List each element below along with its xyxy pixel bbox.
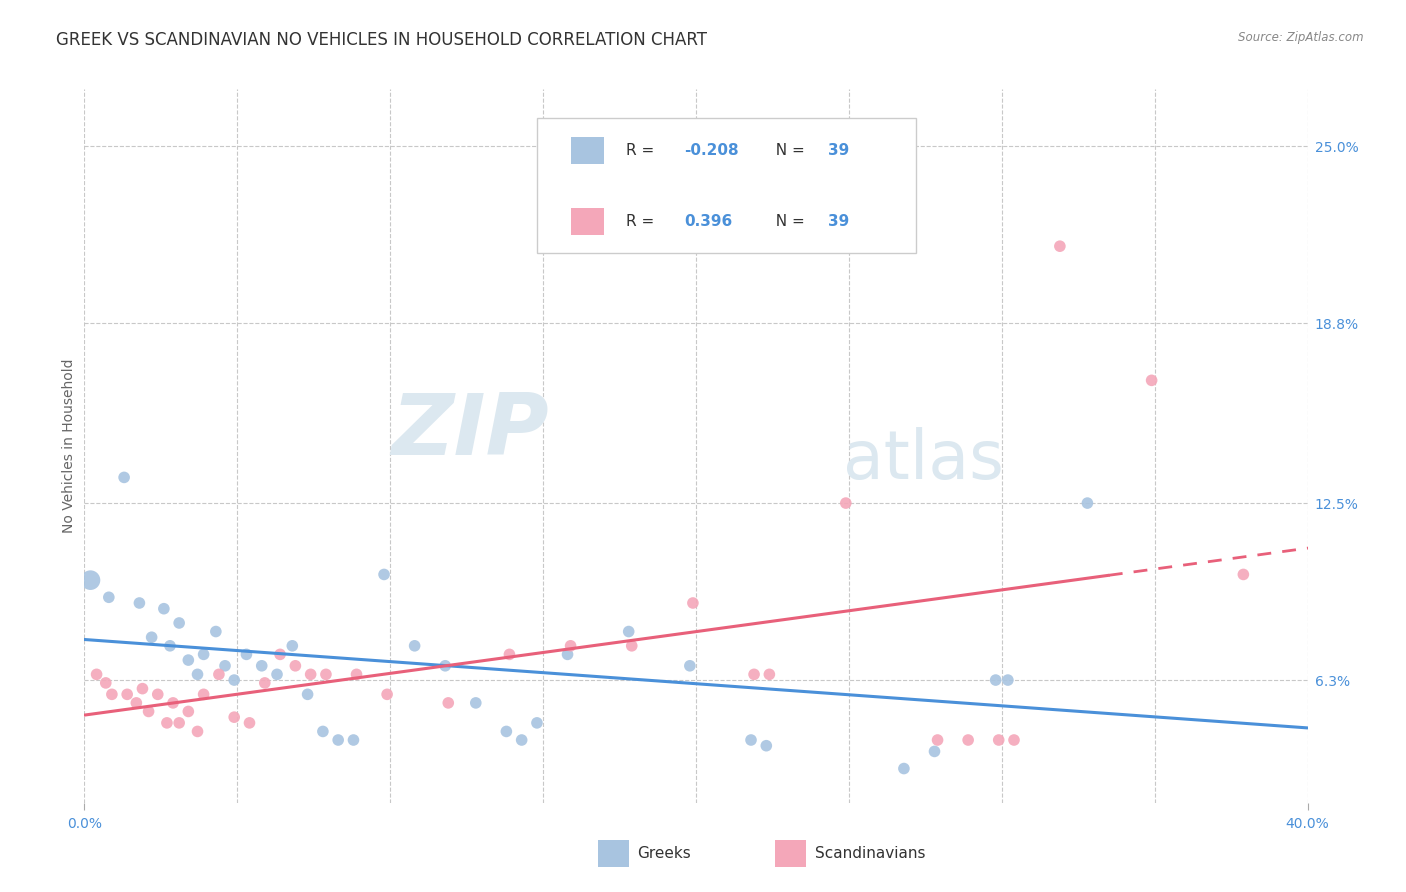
- Point: [312, 724, 335, 739]
- Point: [404, 639, 426, 653]
- Point: [97, 591, 120, 605]
- FancyBboxPatch shape: [571, 209, 603, 235]
- Point: [153, 601, 176, 615]
- Point: [560, 639, 582, 653]
- Point: [893, 762, 915, 776]
- Point: [208, 667, 231, 681]
- Point: [250, 658, 273, 673]
- Point: [299, 667, 322, 681]
- Point: [984, 673, 1007, 687]
- Point: [758, 667, 780, 681]
- Point: [679, 658, 702, 673]
- Point: [238, 715, 260, 730]
- Point: [115, 687, 138, 701]
- Point: [86, 667, 108, 681]
- Point: [1232, 567, 1254, 582]
- Point: [495, 724, 517, 739]
- Point: [177, 705, 200, 719]
- FancyBboxPatch shape: [776, 840, 806, 867]
- Text: N =: N =: [766, 143, 810, 158]
- Text: 0.396: 0.396: [685, 214, 733, 229]
- Point: [346, 667, 368, 681]
- Point: [146, 687, 169, 701]
- Point: [740, 733, 762, 747]
- Text: ZIP: ZIP: [391, 390, 550, 474]
- Point: [434, 658, 457, 673]
- Text: 39: 39: [828, 143, 849, 158]
- Point: [162, 696, 184, 710]
- Point: [987, 733, 1010, 747]
- Point: [253, 676, 276, 690]
- Text: R =: R =: [626, 143, 659, 158]
- Point: [557, 648, 579, 662]
- Text: atlas: atlas: [842, 427, 1004, 493]
- Point: [297, 687, 319, 701]
- Point: [177, 653, 200, 667]
- Point: [269, 648, 291, 662]
- Point: [131, 681, 153, 696]
- Text: N =: N =: [766, 214, 810, 229]
- Text: GREEK VS SCANDINAVIAN NO VEHICLES IN HOUSEHOLD CORRELATION CHART: GREEK VS SCANDINAVIAN NO VEHICLES IN HOU…: [56, 31, 707, 49]
- Point: [159, 639, 181, 653]
- Point: [373, 567, 395, 582]
- Point: [1140, 373, 1163, 387]
- Point: [498, 648, 520, 662]
- Point: [128, 596, 150, 610]
- Point: [141, 630, 163, 644]
- Point: [186, 667, 208, 681]
- Point: [682, 596, 704, 610]
- Point: [125, 696, 148, 710]
- Point: [342, 733, 364, 747]
- FancyBboxPatch shape: [571, 137, 603, 164]
- Point: [281, 639, 304, 653]
- Point: [464, 696, 486, 710]
- Point: [328, 733, 350, 747]
- Point: [167, 615, 190, 630]
- Y-axis label: No Vehicles in Household: No Vehicles in Household: [62, 359, 76, 533]
- Point: [284, 658, 307, 673]
- Point: [526, 715, 548, 730]
- Point: [924, 744, 946, 758]
- Point: [138, 705, 160, 719]
- Point: [79, 573, 101, 587]
- Point: [94, 676, 117, 690]
- Point: [1049, 239, 1071, 253]
- Point: [193, 648, 215, 662]
- Point: [186, 724, 208, 739]
- Point: [224, 673, 246, 687]
- Point: [927, 733, 949, 747]
- Point: [112, 470, 135, 484]
- Point: [266, 667, 288, 681]
- Text: Greeks: Greeks: [637, 846, 690, 861]
- Text: -0.208: -0.208: [685, 143, 740, 158]
- Point: [156, 715, 179, 730]
- Point: [997, 673, 1019, 687]
- Point: [957, 733, 980, 747]
- Point: [214, 658, 236, 673]
- Point: [755, 739, 778, 753]
- Text: R =: R =: [626, 214, 664, 229]
- Point: [315, 667, 337, 681]
- Point: [617, 624, 640, 639]
- Point: [437, 696, 460, 710]
- Point: [1002, 733, 1025, 747]
- Point: [375, 687, 398, 701]
- Point: [1076, 496, 1098, 510]
- Point: [167, 715, 190, 730]
- FancyBboxPatch shape: [537, 118, 917, 253]
- Point: [205, 624, 228, 639]
- FancyBboxPatch shape: [598, 840, 628, 867]
- Text: 39: 39: [828, 214, 849, 229]
- Point: [742, 667, 765, 681]
- Point: [510, 733, 533, 747]
- Text: Source: ZipAtlas.com: Source: ZipAtlas.com: [1239, 31, 1364, 45]
- Point: [193, 687, 215, 701]
- Point: [224, 710, 246, 724]
- Text: Scandinavians: Scandinavians: [814, 846, 925, 861]
- Point: [235, 648, 257, 662]
- Point: [101, 687, 124, 701]
- Point: [835, 496, 858, 510]
- Point: [620, 639, 643, 653]
